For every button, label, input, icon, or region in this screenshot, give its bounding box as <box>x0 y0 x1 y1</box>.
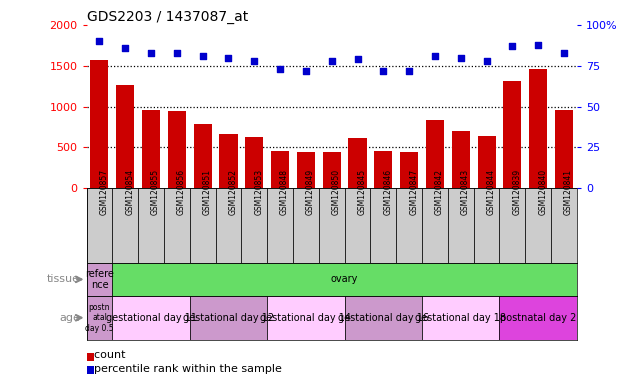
Text: age: age <box>59 313 80 323</box>
Point <box>172 50 182 56</box>
Bar <box>246 137 263 188</box>
Text: postnatal day 2: postnatal day 2 <box>500 313 576 323</box>
Bar <box>478 136 495 188</box>
Text: gestational day 14: gestational day 14 <box>260 313 351 323</box>
FancyBboxPatch shape <box>345 296 422 340</box>
FancyBboxPatch shape <box>422 188 448 263</box>
Point <box>223 55 233 61</box>
FancyBboxPatch shape <box>422 296 499 340</box>
Bar <box>90 60 108 188</box>
Point <box>120 45 130 51</box>
Point <box>507 43 517 49</box>
FancyBboxPatch shape <box>525 188 551 263</box>
Point <box>275 66 285 72</box>
Point <box>378 68 388 74</box>
Text: GSM120839: GSM120839 <box>512 169 521 215</box>
FancyBboxPatch shape <box>87 263 112 296</box>
FancyBboxPatch shape <box>87 188 112 263</box>
Bar <box>555 110 573 188</box>
FancyBboxPatch shape <box>112 188 138 263</box>
Text: GSM120841: GSM120841 <box>564 169 573 215</box>
Point <box>481 58 492 64</box>
FancyBboxPatch shape <box>190 296 267 340</box>
FancyBboxPatch shape <box>190 188 215 263</box>
FancyBboxPatch shape <box>242 188 267 263</box>
Bar <box>168 111 186 188</box>
Bar <box>297 152 315 188</box>
FancyBboxPatch shape <box>474 188 499 263</box>
Text: GSM120849: GSM120849 <box>306 169 315 215</box>
FancyBboxPatch shape <box>293 188 319 263</box>
Bar <box>142 110 160 188</box>
FancyBboxPatch shape <box>215 188 242 263</box>
Bar <box>529 69 547 188</box>
Text: GSM120850: GSM120850 <box>332 169 341 215</box>
Bar <box>349 138 367 188</box>
Point <box>533 41 544 48</box>
Bar <box>194 124 212 188</box>
Text: GSM120840: GSM120840 <box>538 169 547 215</box>
FancyBboxPatch shape <box>112 296 190 340</box>
Text: GSM120847: GSM120847 <box>409 169 418 215</box>
FancyBboxPatch shape <box>138 188 164 263</box>
FancyBboxPatch shape <box>87 296 112 340</box>
Bar <box>503 81 521 188</box>
Bar <box>322 152 341 188</box>
FancyBboxPatch shape <box>345 188 370 263</box>
Bar <box>400 152 418 188</box>
FancyBboxPatch shape <box>319 188 345 263</box>
Point <box>353 56 363 62</box>
Text: postn
atal
day 0.5: postn atal day 0.5 <box>85 303 113 333</box>
FancyBboxPatch shape <box>499 188 525 263</box>
Point <box>559 50 569 56</box>
Text: GSM120846: GSM120846 <box>383 169 392 215</box>
Text: GSM120848: GSM120848 <box>280 169 289 215</box>
FancyBboxPatch shape <box>448 188 474 263</box>
Point <box>197 53 208 59</box>
Text: count: count <box>87 350 125 360</box>
Text: gestational day 18: gestational day 18 <box>415 313 506 323</box>
Text: GSM120845: GSM120845 <box>358 169 367 215</box>
Text: GSM120854: GSM120854 <box>125 169 134 215</box>
Text: GDS2203 / 1437087_at: GDS2203 / 1437087_at <box>87 10 248 24</box>
Text: GSM120842: GSM120842 <box>435 169 444 215</box>
Point <box>326 58 337 64</box>
Point <box>146 50 156 56</box>
FancyBboxPatch shape <box>267 296 345 340</box>
Text: GSM120856: GSM120856 <box>177 169 186 215</box>
FancyBboxPatch shape <box>396 188 422 263</box>
Bar <box>426 120 444 188</box>
Text: refere
nce: refere nce <box>85 268 114 290</box>
Bar <box>219 134 238 188</box>
Bar <box>116 85 134 188</box>
FancyBboxPatch shape <box>499 296 577 340</box>
Text: percentile rank within the sample: percentile rank within the sample <box>87 364 281 374</box>
Text: ovary: ovary <box>331 274 358 285</box>
FancyBboxPatch shape <box>370 188 396 263</box>
Bar <box>271 151 289 188</box>
Point <box>94 38 104 44</box>
Point <box>249 58 260 64</box>
Bar <box>374 151 392 188</box>
Text: GSM120843: GSM120843 <box>461 169 470 215</box>
Point <box>456 55 466 61</box>
Point <box>301 68 311 74</box>
Point <box>404 68 414 74</box>
Text: gestational day 11: gestational day 11 <box>106 313 197 323</box>
Text: tissue: tissue <box>47 274 80 285</box>
Text: gestational day 12: gestational day 12 <box>183 313 274 323</box>
Text: GSM120844: GSM120844 <box>487 169 495 215</box>
FancyBboxPatch shape <box>551 188 577 263</box>
Text: gestational day 16: gestational day 16 <box>338 313 429 323</box>
Text: GSM120855: GSM120855 <box>151 169 160 215</box>
Bar <box>452 131 470 188</box>
Text: GSM120851: GSM120851 <box>203 169 212 215</box>
FancyBboxPatch shape <box>267 188 293 263</box>
Text: GSM120857: GSM120857 <box>99 169 108 215</box>
FancyBboxPatch shape <box>112 263 577 296</box>
Text: GSM120852: GSM120852 <box>228 169 237 215</box>
FancyBboxPatch shape <box>164 188 190 263</box>
Point <box>430 53 440 59</box>
Text: GSM120853: GSM120853 <box>254 169 263 215</box>
